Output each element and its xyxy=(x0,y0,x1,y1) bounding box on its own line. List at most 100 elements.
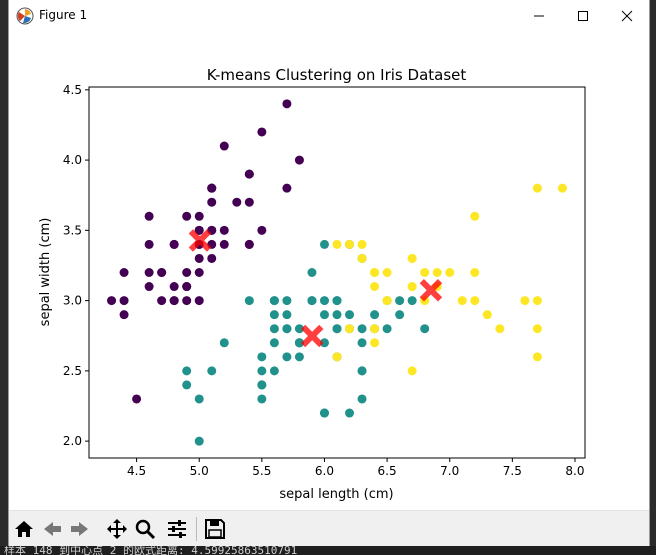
cluster-1-point xyxy=(269,310,279,320)
cluster-1-point xyxy=(294,352,304,362)
cluster-2-point xyxy=(332,239,342,249)
y-tick-label: 4.5 xyxy=(63,83,82,97)
cluster-1-point xyxy=(257,380,267,390)
cluster-1-point xyxy=(357,366,367,376)
x-tick-label: 5.0 xyxy=(190,464,209,478)
y-tick-label: 2.5 xyxy=(63,364,82,378)
maximize-button[interactable] xyxy=(561,0,605,32)
cluster-0-point xyxy=(207,183,217,193)
terminal-output: 样本 148 到中心点 2 的欧式距离: 4.59925863510791 xyxy=(4,546,298,555)
close-button[interactable] xyxy=(605,0,649,32)
chart-title: K-means Clustering on Iris Dataset xyxy=(207,66,467,84)
toolbar-separator xyxy=(196,517,197,541)
cluster-0-point xyxy=(144,282,154,292)
cluster-1-point xyxy=(257,394,267,404)
save-button[interactable] xyxy=(202,516,228,542)
cluster-2-point xyxy=(520,296,530,306)
cluster-2-point xyxy=(370,338,380,348)
cluster-2-point xyxy=(532,183,542,193)
window-title: Figure 1 xyxy=(39,8,88,22)
y-tick-label: 3.5 xyxy=(63,223,82,237)
y-tick-label: 2.0 xyxy=(63,434,82,448)
cluster-1-point xyxy=(307,296,317,306)
cluster-1-point xyxy=(357,338,367,348)
zoom-button[interactable] xyxy=(132,516,158,542)
cluster-0-point xyxy=(182,211,192,221)
forward-icon xyxy=(71,522,88,536)
cluster-0-point xyxy=(169,239,179,249)
x-tick-label: 7.5 xyxy=(503,464,522,478)
cluster-1-point xyxy=(420,324,430,334)
cluster-2-point xyxy=(357,239,367,249)
cluster-2-point xyxy=(407,253,417,263)
y-tick-label: 4.0 xyxy=(63,153,82,167)
terminal-strip: 样本 148 到中心点 2 的欧式距离: 4.59925863510791 xyxy=(0,546,656,555)
cluster-0-point xyxy=(244,169,254,179)
cluster-1-point xyxy=(282,310,292,320)
scatter-chart: K-means Clustering on Iris Dataset 4.5 5.… xyxy=(38,66,586,502)
centroid-marker xyxy=(300,324,324,348)
configure-button[interactable] xyxy=(164,516,190,542)
y-axis-label: sepal width (cm) xyxy=(38,218,53,327)
cluster-2-point xyxy=(445,268,455,277)
cluster-0-point xyxy=(144,211,154,221)
cluster-0-point xyxy=(232,197,242,207)
cluster-0-point xyxy=(194,253,204,263)
title-bar[interactable]: Figure 1 xyxy=(9,0,649,32)
close-icon xyxy=(621,10,633,22)
cluster-0-point xyxy=(169,282,179,292)
x-tick-label: 7.0 xyxy=(440,464,459,478)
minimize-button[interactable] xyxy=(517,0,561,32)
cluster-1-point xyxy=(332,296,342,306)
cluster-1-point xyxy=(282,352,292,362)
cluster-1-point xyxy=(319,408,329,418)
cluster-0-point xyxy=(169,296,179,306)
minimize-icon xyxy=(534,15,544,17)
cluster-1-point xyxy=(257,352,267,362)
cluster-1-point xyxy=(244,296,254,306)
cluster-1-point xyxy=(207,366,217,376)
maximize-icon xyxy=(578,11,588,21)
cluster-2-point xyxy=(332,352,342,362)
cluster-2-point xyxy=(382,268,392,277)
cluster-2-point xyxy=(470,296,480,306)
cluster-2-point xyxy=(432,268,442,277)
save-icon xyxy=(205,519,225,539)
forward-button[interactable] xyxy=(67,516,93,542)
cluster-1-point xyxy=(345,310,355,320)
cluster-2-point xyxy=(470,268,480,277)
cluster-2-point xyxy=(532,324,542,334)
cluster-0-point xyxy=(194,211,204,221)
cluster-1-point xyxy=(319,310,329,320)
cluster-0-point xyxy=(157,268,167,277)
cluster-1-point xyxy=(219,338,229,348)
cluster-1-point xyxy=(395,296,405,306)
cluster-1-point xyxy=(282,324,292,334)
figure-window: Figure 1 K-means Clustering on Iris Data… xyxy=(8,0,650,555)
x-tick-label: 8.0 xyxy=(565,464,584,478)
cluster-2-point xyxy=(370,268,380,277)
cluster-2-point xyxy=(370,282,380,292)
cluster-1-point xyxy=(332,324,342,334)
cluster-1-point xyxy=(357,394,367,404)
cluster-0-point xyxy=(219,239,229,249)
cluster-0-point xyxy=(182,282,192,292)
cluster-1-point xyxy=(194,436,204,446)
cluster-0-point xyxy=(207,253,217,263)
home-icon xyxy=(15,521,33,537)
cluster-1-point xyxy=(319,338,329,348)
cluster-0-point xyxy=(182,268,192,277)
cluster-2-point xyxy=(482,310,492,320)
cluster-0-point xyxy=(144,268,154,277)
pan-button[interactable] xyxy=(104,516,130,542)
cluster-0-point xyxy=(194,225,204,235)
back-button[interactable] xyxy=(39,516,65,542)
cluster-2-point xyxy=(382,296,392,306)
zoom-icon xyxy=(135,519,156,540)
cluster-2-point xyxy=(407,282,417,292)
cluster-1-point xyxy=(319,296,329,306)
cluster-1-point xyxy=(357,324,367,334)
plot-canvas[interactable]: K-means Clustering on Iris Dataset 4.5 5.… xyxy=(9,32,649,510)
x-tick-label: 4.5 xyxy=(127,464,146,478)
home-button[interactable] xyxy=(11,516,37,542)
